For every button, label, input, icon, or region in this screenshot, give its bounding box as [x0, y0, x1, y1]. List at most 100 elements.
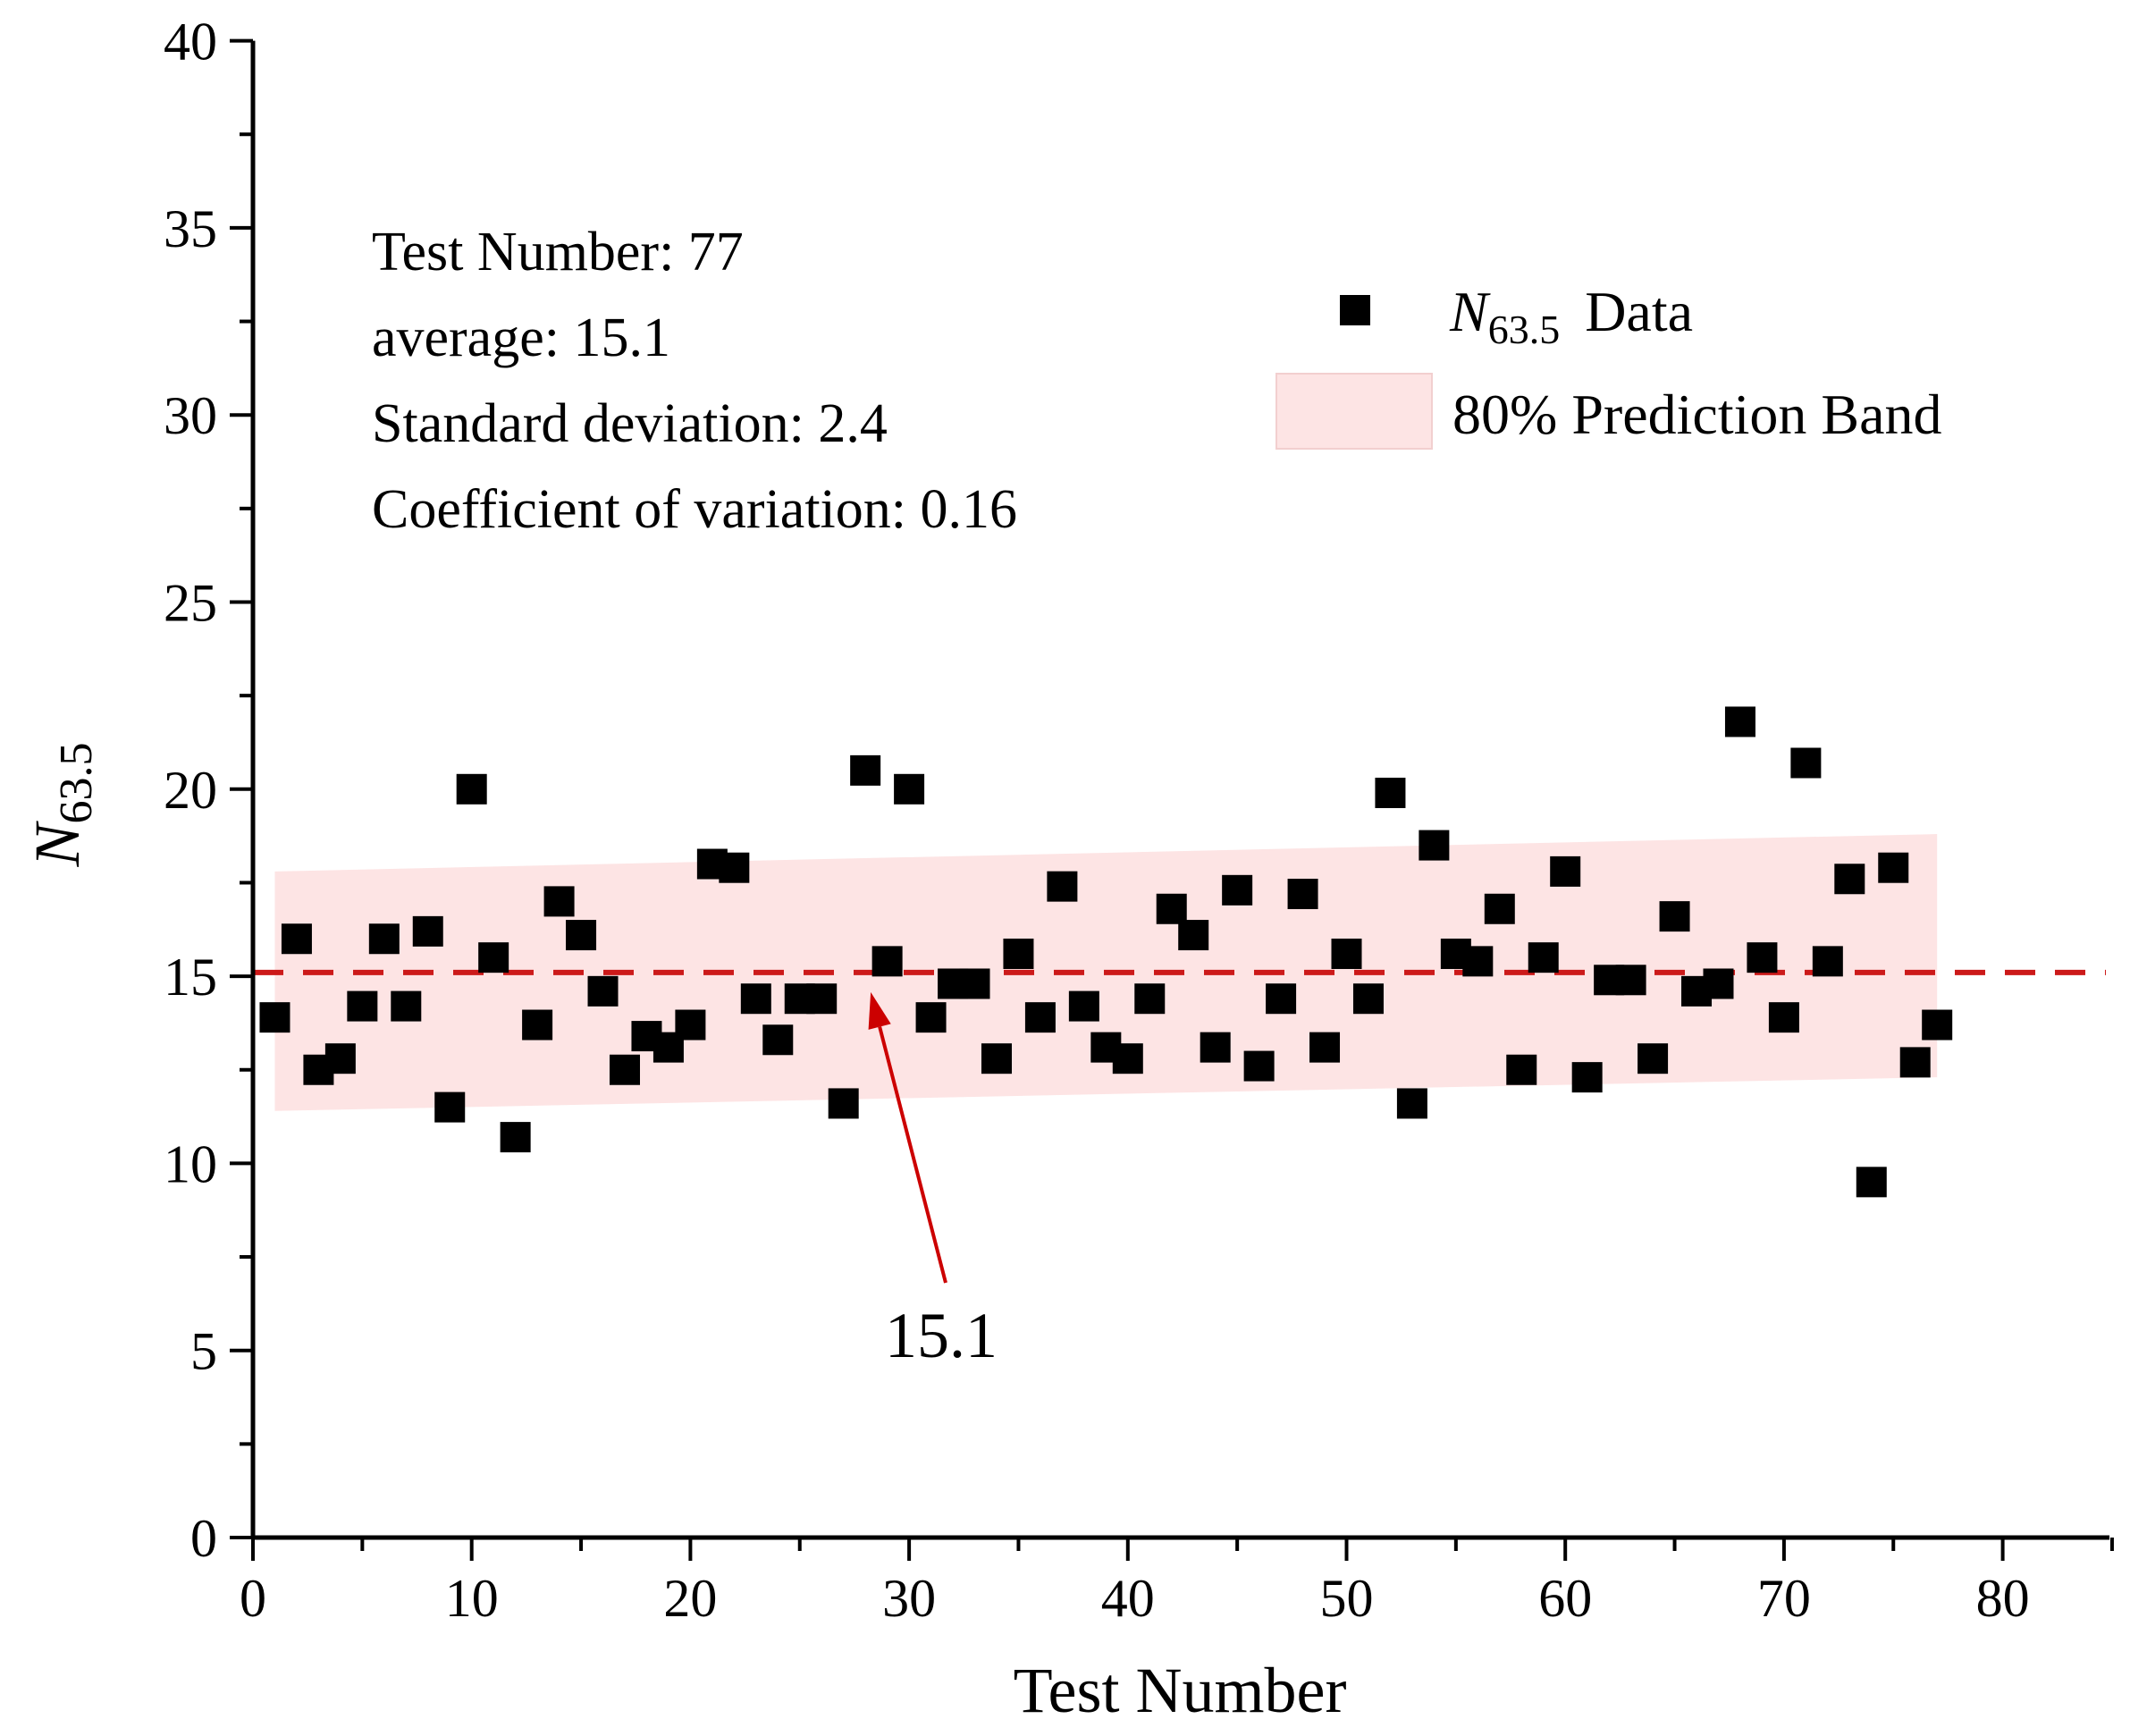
data-point-71: [1790, 747, 1822, 779]
legend-data-label-sub: 63.5: [1488, 307, 1561, 352]
mean-annotation: 15.1: [868, 991, 998, 1371]
data-point-10: [456, 773, 487, 805]
y-tick-label-40: 40: [164, 13, 217, 72]
data-point-67: [1703, 968, 1734, 999]
annotation-arrow-line: [878, 1026, 947, 1284]
data-point-54: [1419, 830, 1450, 861]
data-point-34: [981, 1043, 1012, 1074]
data-point-45: [1222, 874, 1253, 906]
stats-average: average: 15.1: [372, 308, 670, 368]
y-axis-title-main: N: [21, 821, 93, 868]
data-point-2: [281, 923, 312, 955]
data-point-50: [1331, 938, 1362, 969]
data-point-30: [894, 773, 925, 805]
legend-band-swatch: [1275, 373, 1433, 450]
data-point-48: [1287, 879, 1318, 910]
x-tick-label-60: 60: [1538, 1569, 1592, 1628]
y-tick-label-25: 25: [164, 574, 217, 633]
data-point-15: [566, 920, 597, 951]
data-point-75: [1878, 852, 1909, 883]
annotation-arrow-head: [868, 991, 891, 1030]
data-point-46: [1243, 1050, 1275, 1082]
y-tick-label-20: 20: [164, 761, 217, 820]
data-point-1: [259, 1002, 290, 1033]
y-tick-label-10: 10: [164, 1134, 217, 1193]
data-point-35: [1003, 938, 1034, 969]
data-point-5: [347, 990, 378, 1022]
data-point-43: [1178, 920, 1209, 951]
data-point-38: [1068, 990, 1099, 1022]
data-point-16: [587, 975, 619, 1007]
data-point-14: [543, 886, 575, 917]
data-point-60: [1550, 855, 1581, 887]
data-point-57: [1484, 893, 1515, 924]
data-point-73: [1834, 864, 1865, 895]
data-point-9: [434, 1091, 466, 1123]
data-point-40: [1112, 1043, 1143, 1074]
y-tick-label-15: 15: [164, 948, 217, 1007]
legend: N63.5 Data 80% Prediction Band: [1275, 280, 1941, 450]
data-point-6: [368, 923, 400, 955]
data-point-42: [1156, 893, 1187, 924]
data-point-7: [391, 990, 422, 1022]
legend-data-label-suffix: Data: [1585, 280, 1693, 343]
x-tick-label-40: 40: [1101, 1569, 1155, 1628]
data-point-12: [500, 1122, 531, 1153]
x-tick-label-20: 20: [663, 1569, 717, 1628]
y-tick-label-35: 35: [164, 199, 217, 258]
data-point-52: [1375, 777, 1406, 808]
data-point-36: [1024, 1002, 1056, 1033]
data-point-49: [1309, 1032, 1341, 1063]
data-point-63: [1615, 965, 1646, 996]
data-point-4: [324, 1043, 356, 1074]
axes: 0 10 20 30 40 50 60 70 80 0 5 10 15 20 25 30 35 40: [164, 13, 2114, 1628]
data-point-64: [1637, 1043, 1669, 1074]
data-point-44: [1200, 1032, 1231, 1063]
data-point-17: [609, 1054, 640, 1085]
data-point-74: [1856, 1167, 1887, 1198]
x-tick-label-10: 10: [445, 1569, 499, 1628]
x-axis-ticks: 0 10 20 30 40 50 60 70 80: [240, 1538, 2114, 1628]
data-point-37: [1047, 871, 1078, 902]
data-point-29: [871, 946, 903, 977]
data-point-33: [959, 968, 990, 999]
x-tick-label-50: 50: [1320, 1569, 1374, 1628]
data-point-8: [412, 915, 443, 947]
x-tick-label-70: 70: [1757, 1569, 1811, 1628]
legend-band-label: 80% Prediction Band: [1452, 383, 1941, 446]
stats-block: Test Number: 77 average: 15.1 Standard d…: [372, 222, 1017, 540]
data-point-76: [1899, 1047, 1931, 1078]
data-point-22: [719, 852, 750, 883]
data-point-31: [915, 1002, 947, 1033]
data-point-11: [478, 942, 509, 973]
x-axis-title: Test Number: [1014, 1655, 1347, 1726]
data-point-61: [1571, 1062, 1603, 1093]
annotation-label: 15.1: [885, 1300, 998, 1371]
data-point-65: [1659, 901, 1690, 932]
data-point-70: [1768, 1002, 1799, 1033]
y-tick-label-30: 30: [164, 386, 217, 445]
data-point-13: [522, 1009, 553, 1041]
y-tick-label-5: 5: [190, 1322, 217, 1381]
data-point-24: [762, 1024, 794, 1056]
data-point-28: [850, 754, 881, 786]
data-point-72: [1812, 946, 1843, 977]
stats-test-number: Test Number: 77: [372, 222, 744, 282]
data-point-53: [1396, 1088, 1427, 1119]
y-axis-title: N63.5: [21, 742, 102, 867]
stats-standard-deviation: Standard deviation: 2.4: [372, 393, 888, 454]
x-tick-label-80: 80: [1976, 1569, 2030, 1628]
data-point-47: [1266, 983, 1297, 1015]
y-axis-ticks: 0 5 10 15 20 25 30 35 40: [164, 13, 253, 1568]
data-point-26: [806, 983, 838, 1015]
x-tick-label-0: 0: [240, 1569, 266, 1628]
data-points: [259, 706, 1953, 1198]
stats-coefficient-of-variation: Coefficient of variation: 0.16: [372, 479, 1017, 540]
y-axis-title-sub: 63.5: [51, 742, 102, 823]
data-point-27: [828, 1088, 859, 1119]
data-point-69: [1747, 942, 1778, 973]
legend-data-label-main: N: [1449, 280, 1491, 343]
data-point-77: [1922, 1009, 1953, 1041]
data-point-23: [740, 983, 771, 1015]
